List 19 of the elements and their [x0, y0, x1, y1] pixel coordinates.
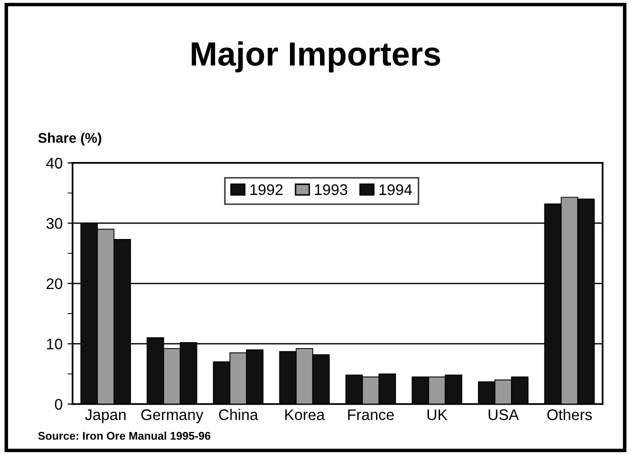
- x-tick-label: UK: [428, 409, 448, 420]
- chart-title: Major Importers: [192, 41, 440, 72]
- x-tick-label: Germany: [141, 409, 204, 424]
- x-tick-label: China: [219, 408, 258, 420]
- y-tick-label: 0: [54, 398, 62, 410]
- x-tick-label: USA: [488, 409, 519, 420]
- y-tick-label: 20: [46, 278, 62, 290]
- y-tick-label: 10: [47, 338, 62, 350]
- x-tick-label: Others: [547, 408, 592, 420]
- x-tick-label: France: [348, 409, 394, 420]
- x-tick-label: Korea: [285, 409, 325, 420]
- y-tick-label: 40: [46, 158, 62, 169]
- x-tick-label: Japan: [85, 409, 126, 424]
- legend-label: 1992: [250, 184, 283, 196]
- legend-label: 1994: [380, 184, 412, 196]
- legend-label: 1993: [315, 184, 348, 196]
- y-axis-title: Share (%): [38, 132, 102, 146]
- y-tick-label: 30: [46, 218, 62, 229]
- source-note: Source: Iron Ore Manual 1995-96: [38, 432, 210, 440]
